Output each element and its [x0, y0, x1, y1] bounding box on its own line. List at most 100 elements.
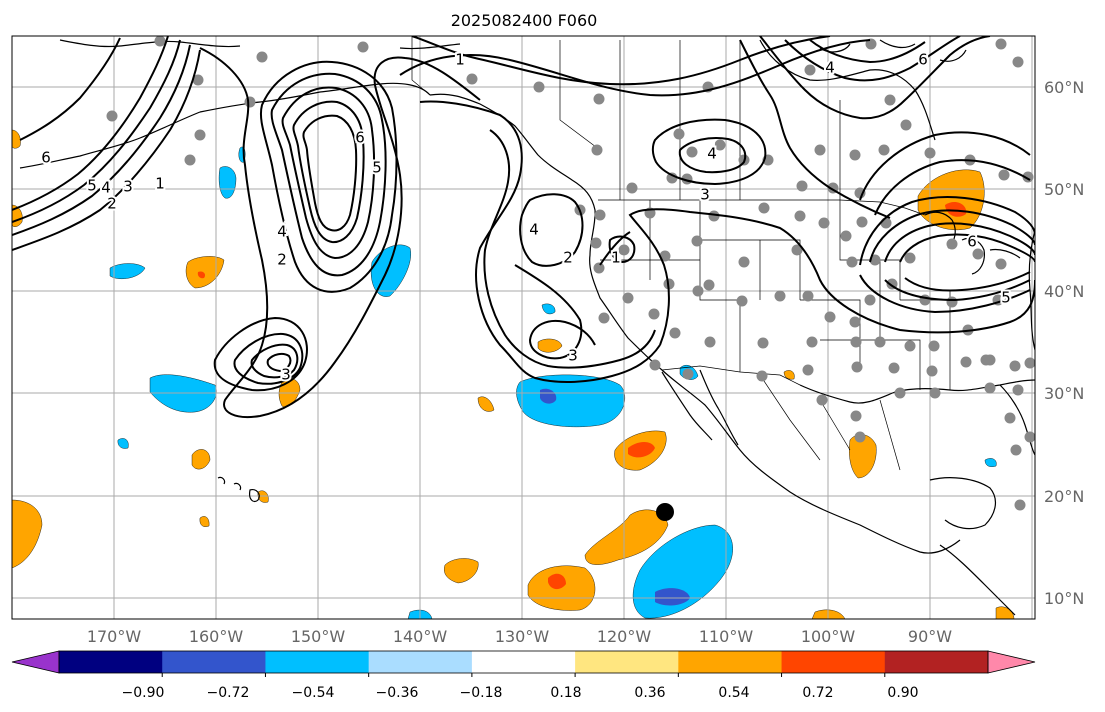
contour-line — [739, 39, 891, 219]
station-marker — [884, 94, 896, 106]
colorbar-segment — [162, 651, 266, 673]
contour-label: 1 — [455, 51, 465, 69]
map-background — [12, 36, 1035, 619]
contour-line — [399, 39, 871, 97]
station-marker — [682, 368, 694, 380]
station-marker — [802, 290, 814, 302]
coastline-alaska-north — [59, 39, 461, 50]
station-marker — [533, 81, 545, 93]
neg-anomaly-area — [541, 303, 556, 315]
station-marker — [849, 316, 861, 328]
station-marker — [806, 336, 818, 348]
contour-line — [483, 129, 656, 369]
station-marker — [466, 73, 478, 85]
station-marker — [995, 258, 1007, 270]
latitude-labels: 60°N 50°N 40°N 30°N 20°N 10°N — [1044, 78, 1084, 608]
station-marker — [849, 149, 861, 161]
colorbar-tick-label: −0.54 — [292, 685, 335, 701]
contour-line — [859, 196, 1035, 266]
station-marker — [928, 340, 940, 352]
contour-line — [784, 36, 961, 82]
station-marker — [854, 431, 866, 443]
station-marker — [878, 144, 890, 156]
alaska-canada-border — [411, 36, 431, 96]
station-marker — [1022, 171, 1034, 183]
contour-label: 3 — [123, 178, 133, 196]
contour-line — [884, 222, 1035, 263]
contour-label: 4 — [277, 223, 287, 241]
contour-label: 4 — [825, 59, 835, 77]
station-marker — [154, 36, 166, 47]
contour-line — [809, 39, 926, 64]
storm-center-marker — [656, 503, 674, 521]
pos-anomaly-core — [628, 442, 655, 458]
contour-line — [411, 36, 831, 86]
station-marker — [184, 154, 196, 166]
colorbar-tick-label: −0.18 — [460, 685, 503, 701]
station-marker — [814, 144, 826, 156]
colorbar-tick-labels: −0.90 −0.72 −0.54 −0.36 −0.18 0.18 0.36 … — [122, 685, 919, 701]
lat-label: 40°N — [1044, 282, 1084, 301]
contour-label: 6 — [355, 129, 365, 147]
station-marker — [648, 308, 660, 320]
station-marker — [1024, 431, 1035, 443]
map-area — [12, 36, 1035, 619]
lat-label: 10°N — [1044, 589, 1084, 608]
colorbar-tick-label: 0.90 — [887, 685, 918, 701]
lon-label: 130°W — [495, 627, 550, 646]
lat-label: 50°N — [1044, 180, 1084, 199]
station-marker — [714, 139, 726, 151]
contour-line — [599, 231, 631, 266]
contour-label: 4 — [707, 145, 717, 163]
station-marker — [946, 296, 958, 308]
station-marker — [256, 51, 268, 63]
contour-label: 2 — [277, 251, 287, 269]
contour-line — [19, 37, 121, 141]
station-marker — [850, 410, 862, 422]
coastline-central-america — [939, 544, 1016, 616]
contour-label: 2 — [107, 195, 117, 213]
pos-anomaly-area — [444, 558, 479, 584]
station-marker — [1009, 360, 1021, 372]
station-marker — [106, 110, 118, 122]
contour-line — [628, 208, 1035, 346]
contour-label: 5 — [87, 177, 97, 195]
station-marker — [865, 38, 877, 50]
station-marker — [824, 311, 836, 323]
colorbar-tick-label: −0.36 — [376, 685, 419, 701]
station-marker — [984, 382, 996, 394]
station-marker — [946, 238, 958, 250]
station-marker — [854, 187, 866, 199]
contour-line — [904, 271, 1031, 292]
pos-anomaly-area — [199, 516, 210, 527]
station-marker — [598, 312, 610, 324]
contour-label: 6 — [41, 149, 51, 167]
station-marker — [692, 285, 704, 297]
station-marker — [591, 144, 603, 156]
contour-label: 6 — [967, 233, 977, 251]
station-marker — [1024, 357, 1035, 369]
pos-anomaly-area — [185, 256, 225, 289]
station-marker — [900, 119, 912, 131]
pos-anomaly-core — [548, 573, 566, 590]
contour-label: 5 — [1001, 289, 1011, 307]
neg-anomaly-area — [218, 166, 237, 199]
contour-line — [302, 114, 358, 232]
neg-anomaly-area — [516, 374, 626, 428]
neg-anomaly-area — [117, 438, 129, 449]
station-marker — [846, 256, 858, 268]
neg-anomaly-area — [984, 458, 997, 467]
pos-anomaly-core — [945, 201, 967, 217]
colorbar-extend-max — [987, 650, 1036, 674]
pos-anomaly-area — [191, 449, 211, 470]
station-marker — [704, 336, 716, 348]
coastline-alaska — [19, 82, 431, 169]
station-marker — [194, 129, 206, 141]
contour-label: 3 — [700, 186, 710, 204]
station-marker — [904, 252, 916, 264]
lon-label: 140°W — [393, 627, 448, 646]
contour-labels: 1 1 1 2 2 2 3 3 3 3 4 4 4 4 4 5 5 5 6 6 … — [39, 49, 1013, 386]
station-marker — [622, 292, 634, 304]
colorbar-frame — [58, 650, 989, 674]
